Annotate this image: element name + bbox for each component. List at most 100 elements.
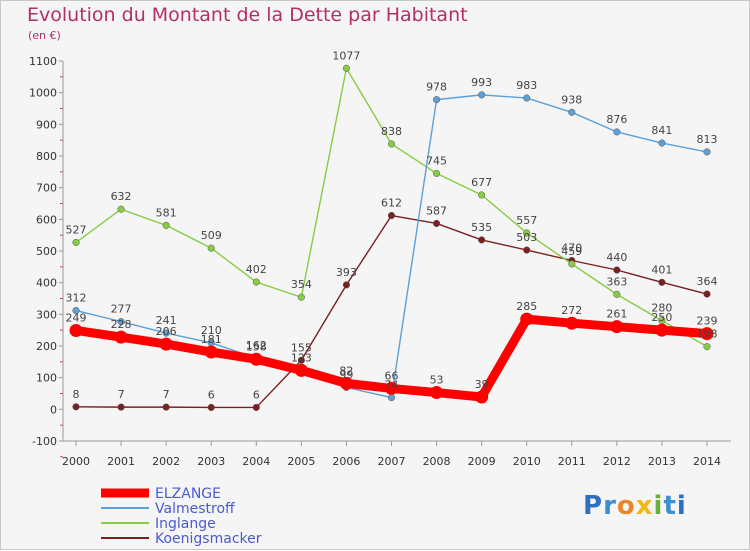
data-label-koenigsmacker: 364 <box>697 275 718 288</box>
data-point-koenigsmacker <box>478 236 486 244</box>
data-label-inglange: 745 <box>426 154 447 167</box>
data-label-elzange: 82 <box>339 364 353 377</box>
data-label-koenigsmacker: 612 <box>381 197 402 210</box>
y-tick-label: 1000 <box>29 87 57 100</box>
logo-letter: o <box>616 491 636 521</box>
data-label-koenigsmacker: 7 <box>118 388 125 401</box>
data-point-elzange <box>385 381 398 395</box>
logo-letter: r <box>603 491 617 521</box>
data-point-inglange <box>613 290 621 298</box>
data-point-elzange <box>610 320 624 334</box>
x-tick-label: 2005 <box>287 455 315 468</box>
data-point-elzange <box>294 363 308 377</box>
data-point-valmestroff <box>72 306 80 315</box>
data-label-inglange: 354 <box>291 278 312 291</box>
data-label-elzange: 39 <box>475 378 489 391</box>
data-point-elzange <box>249 352 263 366</box>
data-label-koenigsmacker: 440 <box>606 251 627 264</box>
data-label-inglange: 459 <box>561 245 582 258</box>
data-point-elzange <box>475 390 489 404</box>
data-label-koenigsmacker: 8 <box>73 388 80 401</box>
data-point-inglange <box>297 293 305 301</box>
logo-letter: i <box>676 491 687 521</box>
data-label-valmestroff: 210 <box>201 324 222 337</box>
x-tick-label: 2009 <box>468 455 496 468</box>
data-label-elzange: 249 <box>66 311 87 324</box>
data-label-koenigsmacker: 535 <box>471 221 492 234</box>
proxiti-logo: Proxiti <box>583 491 687 521</box>
data-label-elzange: 228 <box>111 318 132 331</box>
data-label-elzange: 272 <box>561 304 582 317</box>
y-tick-label: 600 <box>36 213 57 226</box>
x-tick-label: 2001 <box>107 455 135 468</box>
data-point-valmestroff <box>703 148 711 156</box>
y-tick-label: 200 <box>36 340 57 353</box>
data-point-elzange <box>114 330 128 344</box>
data-point-inglange <box>117 205 125 213</box>
data-point-koenigsmacker <box>72 403 80 411</box>
data-point-koenigsmacker <box>207 403 215 411</box>
logo-letter: x <box>635 491 654 521</box>
data-point-inglange <box>523 229 531 237</box>
data-label-elzange: 239 <box>697 315 718 328</box>
data-label-elzange: 53 <box>430 374 444 387</box>
y-tick-label: 400 <box>36 277 57 290</box>
data-label-valmestroff: 312 <box>66 292 87 305</box>
data-label-valmestroff: 938 <box>561 93 582 106</box>
data-label-koenigsmacker: 6 <box>208 388 215 401</box>
data-label-elzange: 181 <box>201 333 222 346</box>
chart-title: Evolution du Montant de la Dette par Hab… <box>27 4 468 26</box>
data-label-inglange: 280 <box>651 302 672 315</box>
data-label-elzange: 250 <box>651 311 672 324</box>
data-label-valmestroff: 162 <box>246 339 267 352</box>
data-label-inglange: 632 <box>111 190 132 203</box>
x-tick-label: 2008 <box>423 455 451 468</box>
data-point-elzange <box>430 386 444 400</box>
data-point-elzange <box>565 316 579 330</box>
data-point-inglange <box>252 278 260 286</box>
data-point-elzange <box>700 327 714 341</box>
x-tick-label: 2014 <box>693 455 721 468</box>
data-point-inglange <box>387 140 396 148</box>
data-label-inglange: 557 <box>516 214 537 227</box>
data-point-inglange <box>568 260 576 268</box>
data-label-koenigsmacker: 6 <box>253 388 260 401</box>
data-label-valmestroff: 993 <box>471 76 492 89</box>
data-label-valmestroff: 241 <box>156 314 177 327</box>
data-label-valmestroff: 983 <box>516 79 537 92</box>
data-label-inglange: 581 <box>156 206 177 219</box>
data-label-koenigsmacker: 155 <box>291 341 312 354</box>
data-label-koenigsmacker: 470 <box>561 242 582 255</box>
x-tick-label: 2010 <box>513 455 541 468</box>
data-label-valmestroff: 876 <box>606 113 627 126</box>
data-point-inglange <box>478 191 486 199</box>
data-point-koenigsmacker <box>523 246 531 254</box>
legend-label-koenigsmacker: Koenigsmacker <box>155 531 262 547</box>
x-tick-label: 2012 <box>603 455 631 468</box>
data-label-inglange: 402 <box>246 263 267 276</box>
data-label-elzange: 285 <box>516 300 537 313</box>
data-label-valmestroff: 841 <box>651 124 672 137</box>
chart-unit-label: (en €) <box>28 29 61 42</box>
x-tick-label: 2013 <box>648 455 676 468</box>
x-tick-label: 2006 <box>332 455 360 468</box>
data-point-koenigsmacker <box>117 403 125 411</box>
data-point-elzange <box>204 345 218 359</box>
data-point-valmestroff <box>387 394 396 402</box>
y-tick-label: 0 <box>50 403 57 416</box>
x-tick-label: 2002 <box>152 455 180 468</box>
data-point-koenigsmacker <box>433 219 441 227</box>
data-point-inglange <box>433 169 441 177</box>
y-tick-label: 900 <box>36 118 57 131</box>
data-point-koenigsmacker <box>658 278 666 286</box>
data-label-inglange: 363 <box>606 275 627 288</box>
data-point-koenigsmacker <box>297 356 305 364</box>
data-label-elzange: 123 <box>291 351 312 364</box>
data-label-koenigsmacker: 393 <box>336 266 357 279</box>
data-point-inglange <box>342 64 350 72</box>
data-point-valmestroff <box>613 128 621 136</box>
y-tick-label: 700 <box>36 182 57 195</box>
x-tick-label: 2004 <box>242 455 270 468</box>
